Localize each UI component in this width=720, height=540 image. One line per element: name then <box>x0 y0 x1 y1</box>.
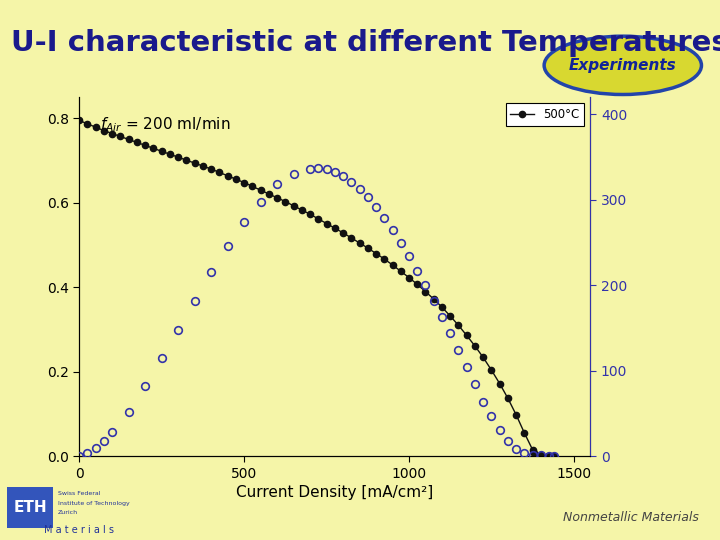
Text: M a t e r i a l s: M a t e r i a l s <box>44 524 114 535</box>
Text: Experiments: Experiments <box>569 58 677 73</box>
Text: Institute of Technology: Institute of Technology <box>58 501 130 506</box>
Text: Nonmetallic Materials: Nonmetallic Materials <box>562 511 698 524</box>
Text: Swiss Federal: Swiss Federal <box>58 491 100 496</box>
FancyBboxPatch shape <box>7 487 53 528</box>
Text: ETH: ETH <box>14 500 47 515</box>
X-axis label: Current Density [mA/cm²]: Current Density [mA/cm²] <box>236 485 433 500</box>
Legend: 500°C: 500°C <box>505 103 585 125</box>
Text: $f_{Air}$ = 200 ml/min: $f_{Air}$ = 200 ml/min <box>99 115 230 134</box>
Text: U-I characteristic at different Temperatures: U-I characteristic at different Temperat… <box>11 29 720 57</box>
Ellipse shape <box>544 36 701 94</box>
Text: Zurich: Zurich <box>58 510 78 515</box>
